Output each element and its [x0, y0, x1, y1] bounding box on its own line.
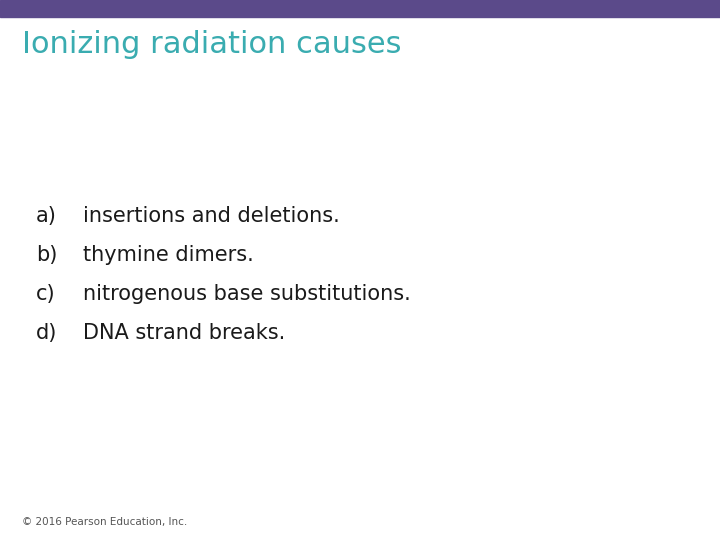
- Text: d): d): [36, 322, 58, 343]
- Text: insertions and deletions.: insertions and deletions.: [83, 206, 340, 226]
- Text: Ionizing radiation causes: Ionizing radiation causes: [22, 30, 401, 59]
- Text: b): b): [36, 245, 58, 265]
- Text: © 2016 Pearson Education, Inc.: © 2016 Pearson Education, Inc.: [22, 516, 187, 526]
- Text: DNA strand breaks.: DNA strand breaks.: [83, 322, 285, 343]
- Text: a): a): [36, 206, 57, 226]
- Text: thymine dimers.: thymine dimers.: [83, 245, 253, 265]
- Text: c): c): [36, 284, 55, 304]
- Text: nitrogenous base substitutions.: nitrogenous base substitutions.: [83, 284, 410, 304]
